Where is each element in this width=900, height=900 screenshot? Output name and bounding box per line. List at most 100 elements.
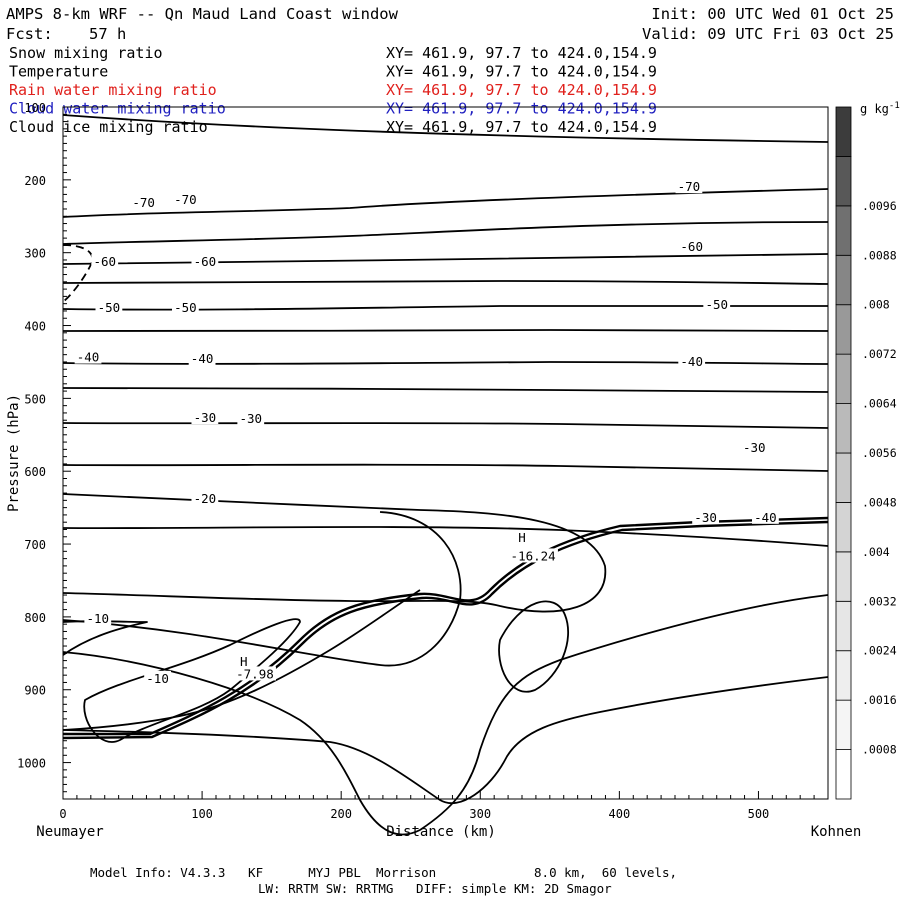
y-tick-label: 100 — [24, 101, 46, 115]
legend-field-xy: XY= 461.9, 97.7 to 424.0,154.9 — [386, 100, 657, 118]
contour-lines — [62, 114, 829, 836]
contour-label: -40 — [754, 510, 777, 525]
colorbar-segment — [835, 502, 852, 553]
colorbar-segment — [835, 156, 852, 207]
contour-label: -40 — [77, 350, 100, 365]
model-info: Model Info: V4.3.3 KF MYJ PBL Morrison 8… — [90, 865, 677, 880]
x-tick-label: 300 — [469, 807, 491, 821]
colorbar: .0008 .0016 .0024 .0032 .004 .0048 .0056 .0064.… — [835, 106, 897, 800]
contour-label-bg — [752, 509, 779, 524]
isotherm-line — [62, 221, 829, 245]
colorbar-segment — [835, 749, 852, 800]
colorbar-level-label: .004 — [862, 545, 890, 559]
x-axis: 0 100 200 300 400 500 — [59, 791, 815, 821]
colorbar-unit: g kg-1 — [860, 101, 900, 116]
contour-label-bg — [233, 666, 276, 681]
colorbar-segment — [835, 353, 852, 404]
colorbar-segment — [835, 699, 852, 750]
terrain-surface — [62, 520, 829, 740]
isotherm-line — [62, 493, 607, 613]
y-axis-label: Pressure (hPa) — [6, 394, 22, 512]
contour-label-bg — [144, 670, 171, 685]
contour-label-bg — [95, 300, 123, 315]
legend-field-xy: XY= 461.9, 97.7 to 424.0,154.9 — [386, 118, 657, 136]
isotherm-line — [62, 188, 829, 218]
chart-title: AMPS 8-km WRF -- Qn Maud Land Coast wind… — [6, 5, 399, 23]
contour-label-bg — [172, 192, 199, 207]
colorbar-level-label: .0008 — [862, 743, 897, 757]
y-tick-label: 200 — [24, 174, 46, 188]
contour-label-bg — [84, 611, 112, 626]
colorbar-level-label: .0072 — [862, 347, 897, 361]
init-time: Init: 00 UTC Wed 01 Oct 25 — [651, 5, 894, 23]
isotherm-line — [62, 329, 829, 333]
isotherm-line — [62, 676, 829, 805]
contour-label: -60 — [680, 239, 703, 254]
contour-label: -7.98 — [236, 666, 274, 681]
legend-field-xy: XY= 461.9, 97.7 to 424.0,154.9 — [386, 63, 657, 81]
isotherm-line — [62, 422, 829, 429]
contour-label: H — [518, 530, 526, 545]
contour-label: -40 — [680, 354, 703, 369]
valid-time: Valid: 09 UTC Fri 03 Oct 25 — [642, 25, 894, 43]
contour-label: -70 — [132, 195, 155, 210]
contour-label: -30 — [239, 411, 262, 426]
colorbar-segment — [835, 650, 852, 701]
legend-field-name: Temperature — [9, 63, 108, 81]
isotherm-line — [62, 280, 829, 285]
y-tick-label: 400 — [24, 320, 46, 334]
legend-field-name: Cloud ice mixing ratio — [9, 118, 208, 136]
contour-label: -16.24 — [511, 548, 556, 563]
contour-label: -10 — [86, 611, 109, 626]
plot-frame — [62, 106, 829, 800]
isotherm-line — [62, 589, 421, 731]
contour-label-bg — [237, 410, 265, 425]
isotherm-line — [62, 387, 829, 393]
contour-label-bg — [91, 254, 119, 269]
contour-label-bg — [191, 254, 219, 269]
isotherm-line — [62, 463, 829, 472]
y-tick-label: 700 — [24, 538, 46, 552]
contour-label: -60 — [194, 254, 217, 269]
legend-field-name: Snow mixing ratio — [9, 44, 163, 62]
contour-label: -50 — [705, 297, 728, 312]
x-tick-label: 0 — [59, 807, 66, 821]
contour-label: -50 — [174, 300, 197, 315]
x-tick-label: 100 — [191, 807, 213, 821]
contour-label-bg — [703, 297, 731, 312]
forecast-label: Fcst: — [6, 25, 53, 43]
colorbar-level-label: .0016 — [862, 693, 897, 707]
y-tick-label: 300 — [24, 247, 46, 261]
colorbar-level-label: .008 — [862, 298, 890, 312]
y-tick-label: 900 — [24, 684, 46, 698]
terrain-surface — [63, 516, 829, 736]
y-tick-label: 1000 — [17, 757, 46, 771]
contour-label: -30 — [694, 510, 717, 525]
contour-label-bg — [692, 509, 719, 524]
colorbar-level-label: .0064 — [862, 397, 897, 411]
forecast-hours: 57 h — [89, 25, 126, 43]
colorbar-level-label: .0096 — [862, 199, 897, 213]
x-tick-label: 200 — [330, 807, 352, 821]
field-legend: Snow mixing ratio XY= 461.9, 97.7 to 424.… — [9, 44, 657, 136]
contour-labels: -70 -70 -70 -60 -60 -60 -50 -50 -50 -40 -40 -40 -30 -… — [74, 179, 779, 686]
model-physics: LW: RRTM SW: RRTMG DIFF: simple KM: 2D S… — [258, 881, 612, 896]
contour-label: -70 — [174, 192, 197, 207]
x-axis-label: Distance (km) — [386, 824, 496, 840]
colorbar-segment — [835, 254, 852, 306]
x-end-label: Kohnen — [811, 824, 862, 840]
contour-label-bg — [172, 300, 199, 315]
y-tick-label: 500 — [24, 392, 46, 406]
colorbar-level-label: .0088 — [862, 248, 897, 262]
contour-label-bg — [678, 353, 706, 368]
contour-label: -10 — [146, 671, 169, 686]
isotherm-line — [62, 361, 829, 365]
colorbar-level-label: .0024 — [862, 644, 897, 658]
isotherm-line — [62, 511, 462, 667]
colorbar-segment — [835, 403, 852, 454]
contour-label: -50 — [98, 300, 121, 315]
y-axis: 100 200 300 400 500 600 700 800 900 1000 — [17, 101, 71, 793]
contour-label: -30 — [194, 410, 217, 425]
plot-area: -70 -70 -70 -60 -60 -60 -50 -50 -50 -40 -40 -40 -30 -… — [6, 101, 861, 840]
